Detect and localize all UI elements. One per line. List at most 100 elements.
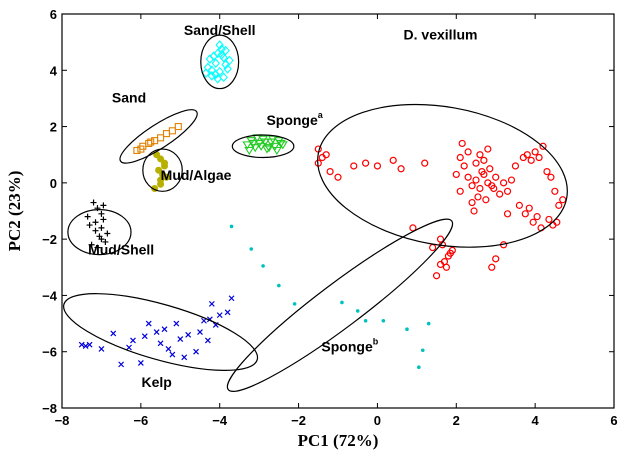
data-point bbox=[193, 348, 199, 355]
group-label-text: Kelp bbox=[141, 374, 171, 390]
y-tick-label: 0 bbox=[50, 176, 57, 191]
data-point bbox=[468, 182, 476, 190]
data-point bbox=[350, 162, 358, 170]
series-mud-shell bbox=[84, 199, 111, 251]
data-point bbox=[98, 236, 105, 243]
data-point bbox=[78, 341, 85, 348]
data-point bbox=[529, 218, 537, 226]
data-point bbox=[98, 210, 105, 217]
group-label-text: Sponge bbox=[321, 339, 373, 355]
data-point bbox=[456, 153, 464, 162]
data-point bbox=[539, 142, 547, 150]
data-point bbox=[429, 243, 437, 252]
data-point bbox=[216, 312, 223, 319]
data-point bbox=[446, 249, 454, 257]
y-tick-label: 2 bbox=[50, 120, 57, 135]
data-point bbox=[86, 222, 93, 229]
y-tick-label: 4 bbox=[50, 63, 58, 78]
group-label: Sand bbox=[112, 90, 146, 106]
ellipse-layer bbox=[63, 34, 568, 392]
data-point bbox=[545, 215, 553, 224]
y-tick-label: −8 bbox=[42, 401, 57, 416]
x-tick-label: −2 bbox=[291, 413, 306, 428]
group-label-text: Sand bbox=[112, 90, 146, 106]
data-point bbox=[157, 176, 165, 184]
data-point bbox=[244, 146, 255, 156]
data-point bbox=[207, 65, 217, 76]
data-point bbox=[420, 348, 425, 353]
data-point bbox=[555, 201, 563, 209]
data-point bbox=[389, 156, 397, 164]
group-label-text: Mud/Algae bbox=[161, 167, 232, 183]
series-sand-shell bbox=[201, 40, 234, 84]
data-point bbox=[405, 327, 409, 332]
data-point bbox=[157, 340, 164, 347]
group-ellipse bbox=[231, 134, 295, 159]
group-ellipse bbox=[63, 293, 259, 371]
data-point bbox=[409, 224, 417, 232]
x-tick-label: −8 bbox=[55, 413, 70, 428]
group-label-superscript: a bbox=[318, 110, 324, 120]
data-point bbox=[173, 320, 180, 327]
data-point bbox=[208, 300, 215, 307]
y-tick-label: −4 bbox=[42, 288, 58, 303]
x-tick-label: 2 bbox=[453, 413, 460, 428]
data-point bbox=[242, 141, 253, 150]
data-point bbox=[496, 190, 504, 198]
series-sand bbox=[133, 123, 182, 155]
data-point bbox=[432, 272, 441, 280]
data-point bbox=[543, 168, 551, 176]
data-point bbox=[492, 255, 500, 263]
data-point bbox=[476, 151, 484, 159]
series-d-vexillum bbox=[314, 139, 567, 280]
data-point bbox=[92, 227, 99, 234]
data-point bbox=[267, 135, 278, 144]
data-point bbox=[492, 173, 500, 181]
group-label-text: Sponge bbox=[266, 112, 318, 128]
data-point bbox=[442, 263, 451, 271]
data-point bbox=[137, 360, 144, 366]
data-point bbox=[98, 345, 105, 352]
data-point bbox=[215, 40, 224, 50]
data-point bbox=[535, 153, 543, 162]
data-point bbox=[197, 329, 203, 335]
data-point bbox=[82, 343, 89, 350]
data-point bbox=[553, 218, 561, 226]
data-point bbox=[264, 144, 274, 153]
x-axis-label: PC1 (72%) bbox=[298, 431, 379, 450]
data-point bbox=[503, 187, 512, 195]
data-point bbox=[90, 199, 97, 206]
data-point bbox=[165, 345, 172, 352]
data-point bbox=[472, 176, 480, 184]
data-point bbox=[480, 156, 488, 164]
plot-frame bbox=[61, 13, 615, 409]
data-point bbox=[292, 302, 297, 306]
data-point bbox=[456, 187, 464, 195]
data-point bbox=[482, 196, 490, 204]
series-sponge bbox=[242, 134, 288, 156]
series-sponge bbox=[229, 224, 431, 369]
data-point bbox=[525, 204, 533, 212]
data-point bbox=[141, 333, 148, 340]
data-point bbox=[217, 49, 226, 60]
data-point bbox=[224, 309, 231, 316]
group-label: Sand/Shell bbox=[184, 22, 256, 38]
data-point bbox=[458, 139, 466, 148]
data-point bbox=[551, 187, 559, 195]
data-point bbox=[262, 145, 273, 154]
x-tick-label: 6 bbox=[610, 413, 617, 428]
data-point bbox=[521, 210, 529, 218]
group-label: Spongea bbox=[266, 110, 323, 128]
data-point bbox=[86, 341, 93, 348]
data-point bbox=[219, 52, 228, 63]
data-point bbox=[215, 66, 224, 77]
data-point bbox=[503, 210, 512, 218]
data-point bbox=[488, 263, 496, 271]
data-point bbox=[133, 146, 141, 155]
data-point bbox=[181, 354, 188, 361]
data-point bbox=[322, 151, 330, 159]
data-point bbox=[219, 72, 228, 83]
data-point bbox=[205, 54, 215, 64]
